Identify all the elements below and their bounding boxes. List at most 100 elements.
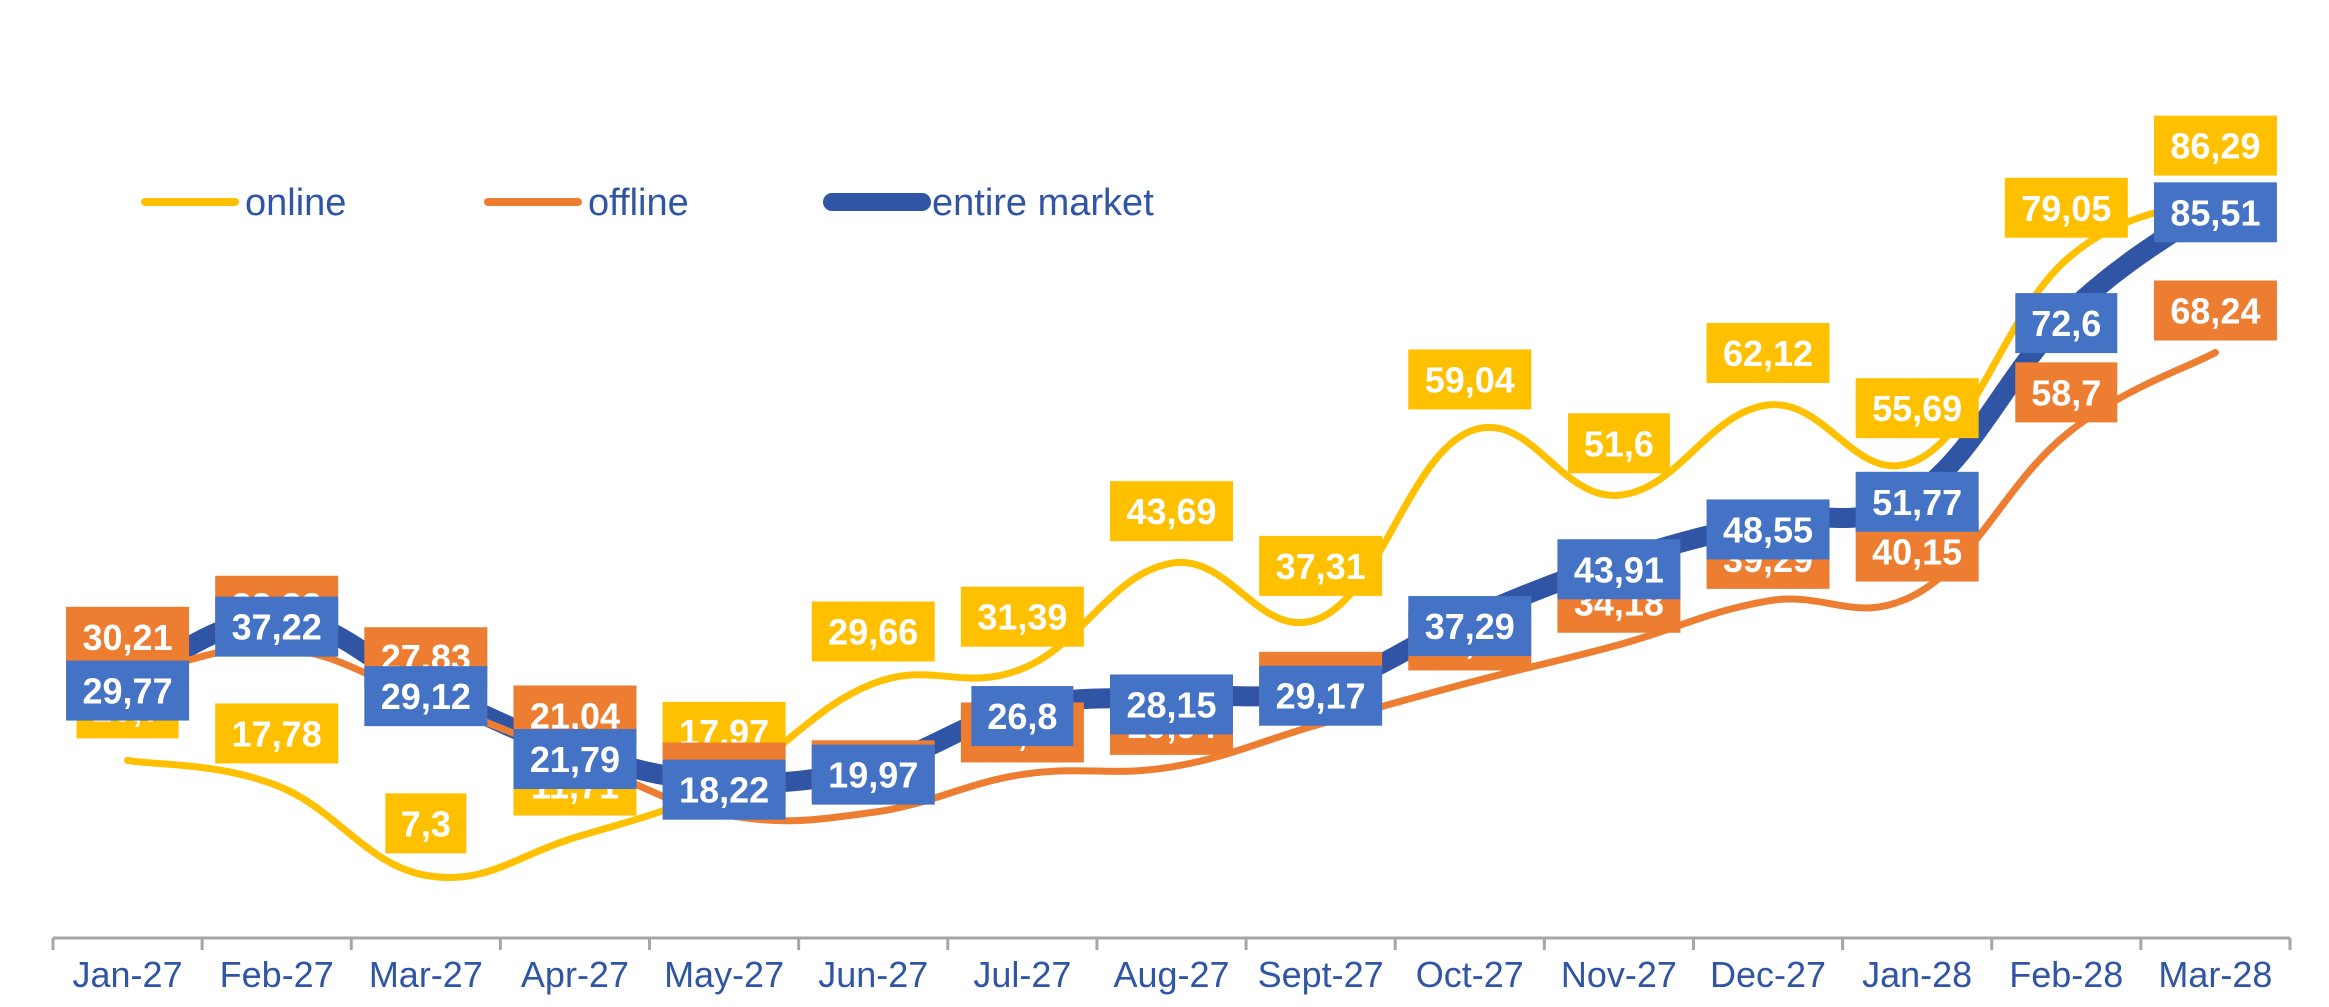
data-label-text: 18,22 xyxy=(679,770,769,811)
x-tick-label-apr-27: Apr-27 xyxy=(521,954,629,995)
data-label-box xyxy=(811,601,935,662)
data-label-entire-market-mar-28: 85,51 xyxy=(2153,182,2277,243)
data-label-box xyxy=(971,686,1074,747)
data-label-box xyxy=(662,759,786,820)
data-label-online-dec-27: 62,12 xyxy=(1706,323,1830,384)
data-label-online-jun-27: 29,66 xyxy=(811,601,935,662)
data-label-box xyxy=(66,660,190,721)
data-label-text: 37,22 xyxy=(232,607,322,648)
data-label-online-oct-27: 59,04 xyxy=(1408,349,1532,410)
x-tick-label-may-27: May-27 xyxy=(664,954,784,995)
data-label-box xyxy=(2153,182,2277,243)
data-label-entire-market-jan-27: 29,77 xyxy=(66,660,190,721)
data-label-entire-market-mar-27: 29,12 xyxy=(364,666,488,727)
data-label-online-sept-27: 37,31 xyxy=(1259,535,1383,596)
data-label-box xyxy=(2015,362,2118,423)
data-labels: 20,717,787,311,7117,9729,6631,3943,6937,… xyxy=(66,115,2277,854)
legend-item-online: online xyxy=(141,182,346,224)
x-tick-label-oct-27: Oct-27 xyxy=(1416,954,1524,995)
data-label-text: 55,69 xyxy=(1872,388,1962,429)
data-label-text: 72,6 xyxy=(2031,303,2101,344)
data-label-text: 29,66 xyxy=(828,612,918,653)
data-label-box xyxy=(385,793,467,854)
data-label-text: 51,6 xyxy=(1584,423,1654,464)
data-label-box xyxy=(1408,349,1532,410)
data-label-box xyxy=(1110,674,1233,735)
data-label-text: 37,29 xyxy=(1425,606,1515,647)
data-label-text: 30,21 xyxy=(83,617,173,658)
data-label-text: 43,91 xyxy=(1574,549,1664,590)
x-tick-label-mar-28: Mar-28 xyxy=(2158,954,2272,995)
data-label-text: 51,77 xyxy=(1872,482,1962,523)
data-label-text: 85,51 xyxy=(2170,192,2260,233)
data-label-entire-market-sept-27: 29,17 xyxy=(1259,665,1383,726)
x-tick-label-aug-27: Aug-27 xyxy=(1113,954,1229,995)
data-label-text: 48,55 xyxy=(1723,509,1813,550)
data-label-box xyxy=(2153,115,2277,176)
data-label-text: 43,69 xyxy=(1126,491,1216,532)
legend-label: offline xyxy=(588,182,689,224)
data-label-online-mar-27: 7,3 xyxy=(385,793,467,854)
data-label-box xyxy=(66,606,190,667)
x-tick-label-jan-28: Jan-28 xyxy=(1862,954,1972,995)
data-label-box xyxy=(2004,177,2128,238)
legend-label: entire market xyxy=(932,182,1154,224)
x-tick-label-jul-27: Jul-27 xyxy=(973,954,1071,995)
data-label-box xyxy=(1567,413,1670,474)
data-label-text: 29,12 xyxy=(381,676,471,717)
data-label-entire-market-jun-27: 19,97 xyxy=(811,744,935,805)
data-label-box xyxy=(1855,471,1979,532)
data-label-text: 40,15 xyxy=(1872,532,1962,573)
data-label-online-aug-27: 43,69 xyxy=(1110,481,1233,542)
data-label-online-feb-28: 79,05 xyxy=(2004,177,2128,238)
x-axis: Jan-27 Feb-27 Mar-27 Apr-27 May-27 Jun-27 Jul-… xyxy=(51,936,2292,995)
data-label-online-nov-27: 51,6 xyxy=(1567,413,1670,474)
data-label-text: 7,3 xyxy=(401,803,451,844)
data-label-text: 59,04 xyxy=(1425,359,1515,400)
data-label-text: 26,8 xyxy=(987,696,1057,737)
data-label-box xyxy=(1259,535,1383,596)
data-label-box xyxy=(2153,280,2277,341)
x-tick-label-nov-27: Nov-27 xyxy=(1561,954,1677,995)
data-label-box xyxy=(811,744,935,805)
x-tick-label-jun-27: Jun-27 xyxy=(818,954,928,995)
data-label-box xyxy=(1408,596,1532,657)
data-label-text: 79,05 xyxy=(2021,188,2111,229)
data-label-entire-market-feb-28: 72,6 xyxy=(2015,293,2118,354)
data-label-entire-market-feb-27: 37,22 xyxy=(215,596,339,657)
x-tick-label-feb-28: Feb-28 xyxy=(2009,954,2123,995)
series-line-online xyxy=(124,194,2219,881)
legend-item-offline: offline xyxy=(484,182,689,224)
data-label-box xyxy=(2015,293,2118,354)
data-label-text: 62,12 xyxy=(1723,333,1813,374)
data-label-text: 29,17 xyxy=(1276,676,1366,717)
data-label-text: 37,31 xyxy=(1276,546,1366,587)
data-label-entire-market-aug-27: 28,15 xyxy=(1110,674,1233,735)
x-tick-label-feb-27: Feb-27 xyxy=(220,954,334,995)
data-label-entire-market-nov-27: 43,91 xyxy=(1557,539,1681,600)
x-tick-label-dec-27: Dec-27 xyxy=(1710,954,1826,995)
data-label-entire-market-oct-27: 37,29 xyxy=(1408,596,1532,657)
data-label-box xyxy=(1110,481,1233,542)
legend: online offline entire market xyxy=(141,182,1154,224)
data-label-text: 68,24 xyxy=(2170,291,2260,332)
data-label-box xyxy=(1259,665,1383,726)
data-label-offline-mar-28: 68,24 xyxy=(2153,280,2277,341)
data-label-box xyxy=(1855,378,1979,439)
data-label-offline-feb-28: 58,7 xyxy=(2015,362,2118,423)
legend-item-entire-market: entire market xyxy=(823,182,1154,224)
data-label-entire-market-jul-27: 26,8 xyxy=(971,686,1074,747)
legend-label: online xyxy=(245,182,346,224)
data-label-online-jan-28: 55,69 xyxy=(1855,378,1979,439)
data-label-box xyxy=(513,729,637,790)
data-label-text: 21,79 xyxy=(530,739,620,780)
data-label-entire-market-apr-27: 21,79 xyxy=(513,729,637,790)
data-label-box xyxy=(1706,323,1830,384)
x-tick-label-jan-27: Jan-27 xyxy=(73,954,183,995)
data-label-box xyxy=(215,703,339,764)
data-label-online-feb-27: 17,78 xyxy=(215,703,339,764)
data-label-text: 19,97 xyxy=(828,755,918,796)
x-tick-label-sept-27: Sept-27 xyxy=(1258,954,1384,995)
